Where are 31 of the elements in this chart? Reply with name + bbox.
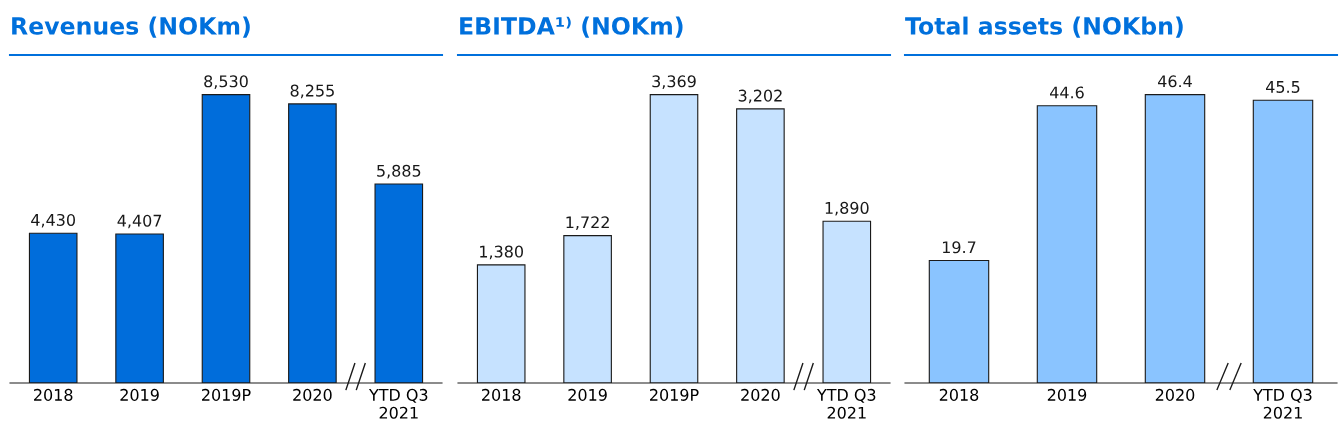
- data-label: 5,885: [377, 164, 421, 179]
- data-label: 1,380: [480, 245, 523, 260]
- x-tick-label: 2019: [1047, 388, 1087, 401]
- x-tick-label: 2019: [120, 388, 159, 401]
- x-tick-label: 2018: [482, 388, 521, 401]
- data-label: 19.7: [942, 241, 976, 254]
- chart-title: Total assets (NOKbn): [905, 16, 1183, 38]
- x-tick-label: YTD Q3 2021: [368, 388, 428, 419]
- data-label: 1,890: [825, 201, 869, 216]
- data-label: 46.4: [1158, 75, 1192, 88]
- data-label: 3,202: [738, 89, 782, 104]
- chart-title: Revenues (NOKm): [12, 16, 250, 38]
- x-tick-label: YTD Q3 2021: [816, 388, 876, 419]
- data-label: 4,430: [31, 213, 75, 228]
- data-label: 1,722: [566, 216, 609, 230]
- x-tick-label: YTD Q3 2021: [1253, 388, 1312, 419]
- x-tick-label: 2019P: [202, 388, 251, 401]
- x-tick-label: 2020: [741, 388, 780, 401]
- x-tick-label: 2019: [568, 388, 607, 401]
- data-label: 45.5: [1266, 81, 1300, 93]
- data-label: 4,407: [117, 214, 162, 229]
- data-label: 3,369: [652, 75, 696, 89]
- data-label: 8,255: [290, 84, 334, 99]
- data-label: 8,530: [204, 75, 248, 89]
- data-label: 44.6: [1050, 86, 1084, 99]
- x-tick-label: 2018: [34, 388, 73, 401]
- x-tick-label: 2020: [293, 388, 332, 401]
- x-tick-label: 2020: [1155, 388, 1195, 401]
- x-tick-label: 2018: [939, 388, 979, 401]
- chart-title: EBITDA¹⁾ (NOKm): [460, 16, 683, 38]
- x-tick-label: 2019P: [650, 388, 699, 401]
